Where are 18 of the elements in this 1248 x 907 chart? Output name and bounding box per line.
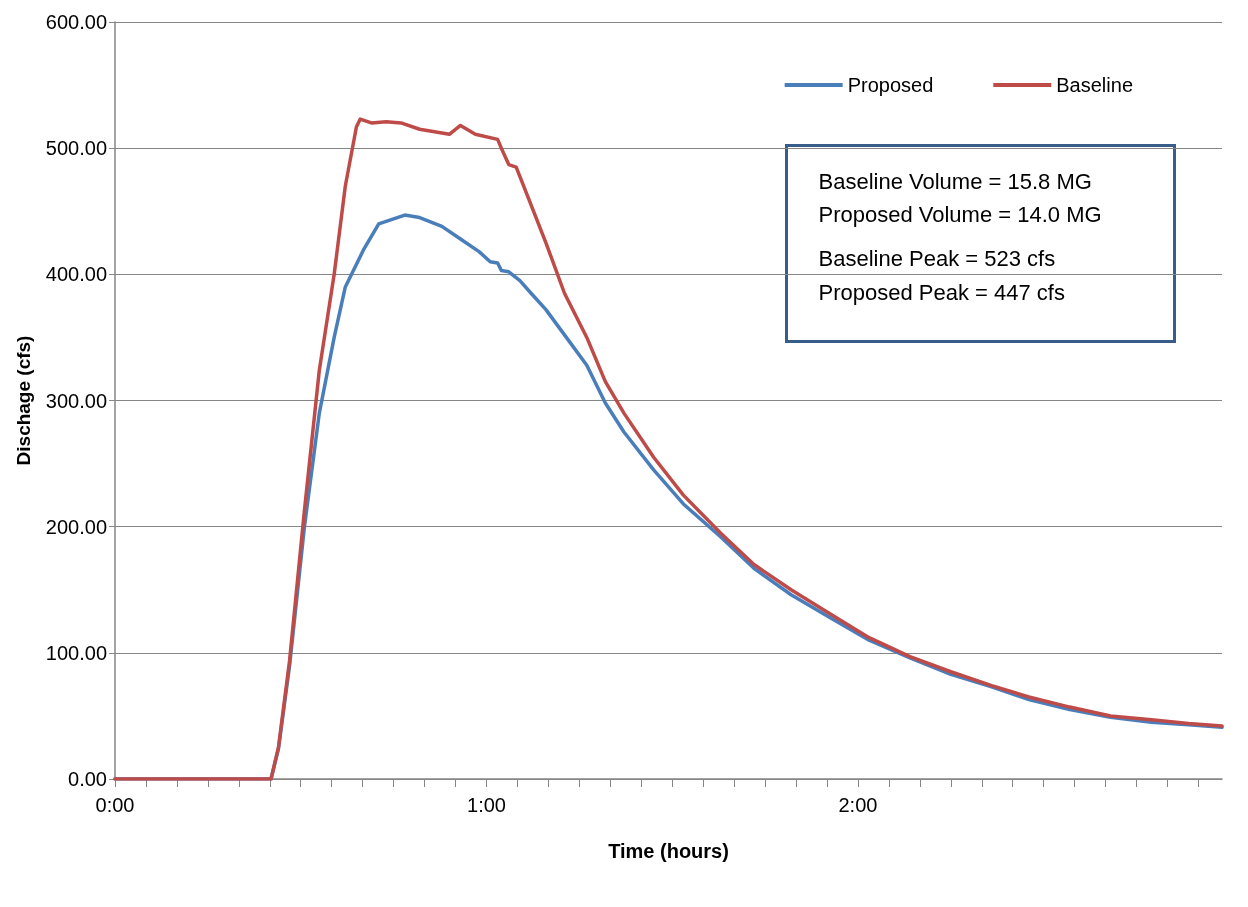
x-axis-title: Time (hours) — [608, 840, 729, 862]
y-axis-title: Dischage (cfs) — [13, 335, 34, 466]
y-tick-label: 200.00 — [45, 515, 107, 538]
y-tick-label: 100.00 — [45, 641, 107, 664]
annotation: Baseline Volume = 15.8 MG — [818, 169, 1092, 194]
y-tick-label: 600.00 — [45, 11, 107, 33]
y-tick-label: 0.00 — [68, 768, 107, 790]
legend-label: Proposed — [847, 74, 934, 96]
x-tick-label: 0:00 — [95, 794, 135, 816]
y-tick-label: 400.00 — [45, 263, 107, 286]
y-tick-label: 300.00 — [45, 389, 107, 412]
legend-label: Baseline — [1056, 74, 1133, 96]
y-tick-label: 500.00 — [45, 137, 107, 160]
annotation: Proposed Volume = 14.0 MG — [818, 202, 1102, 227]
x-tick-label: 2:00 — [838, 794, 878, 816]
annotation: Baseline Peak = 523 cfs — [818, 246, 1056, 271]
annotation: Proposed Peak = 447 cfs — [818, 280, 1065, 305]
x-tick-label: 1:00 — [467, 794, 506, 816]
